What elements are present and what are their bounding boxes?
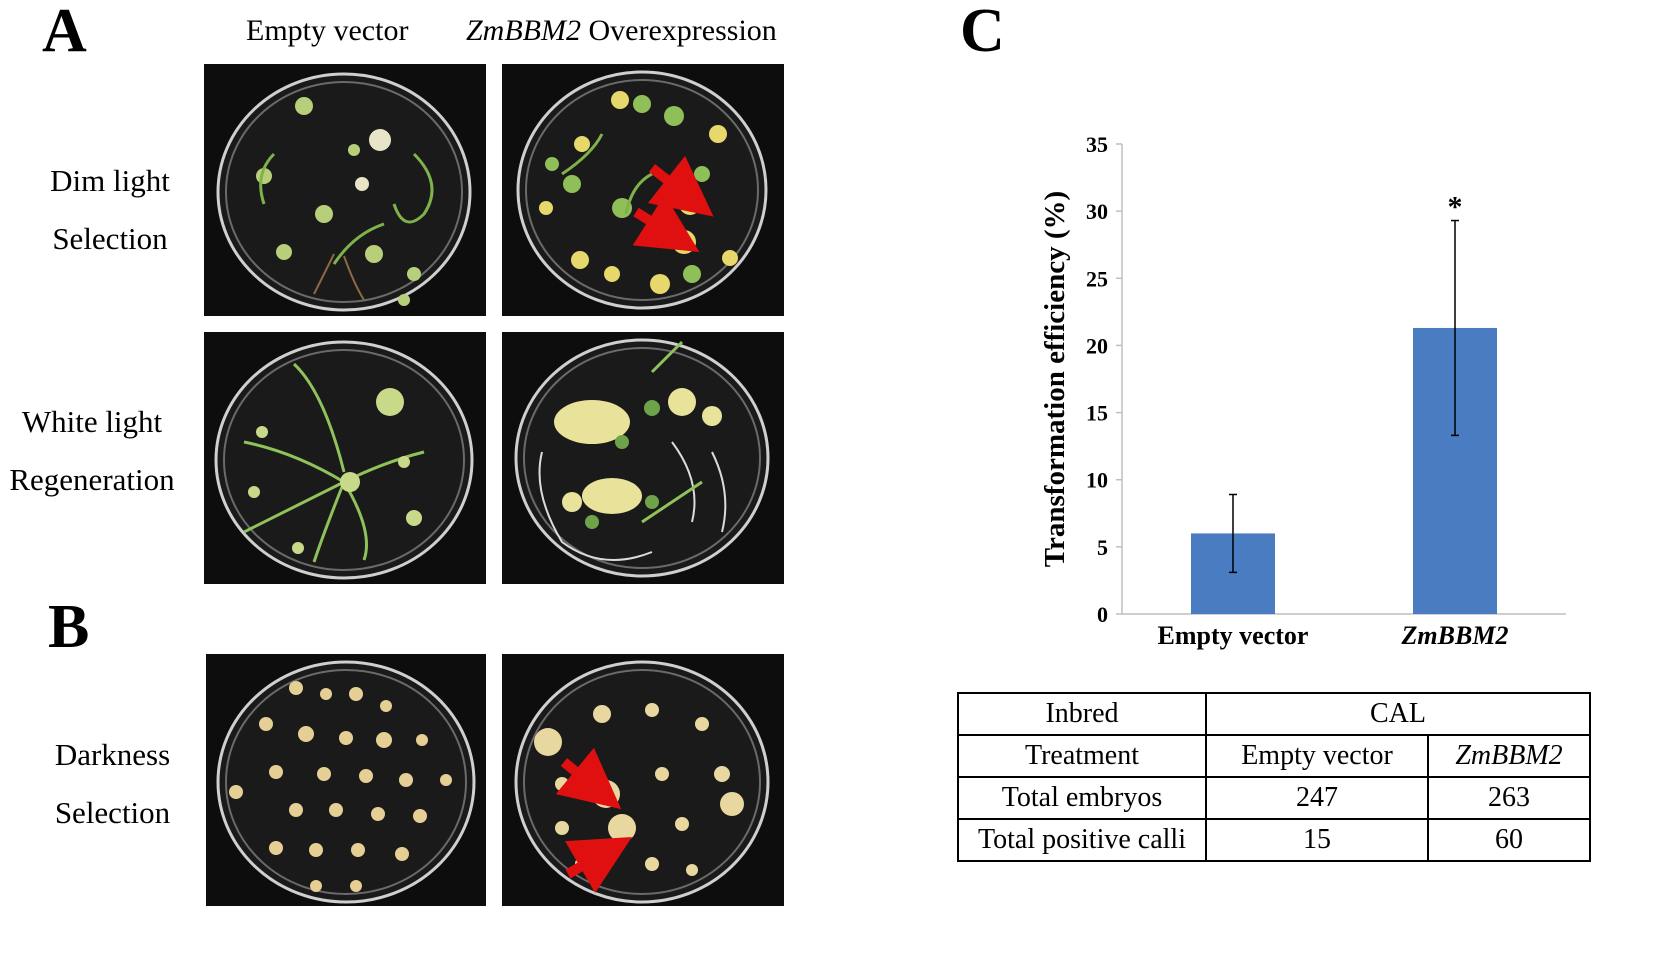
y-tick-label: 0 [1097, 602, 1108, 627]
column-header-empty-vector: Empty vector [246, 14, 409, 47]
photo-white-light-empty-vector [204, 332, 486, 584]
table-row: Total positive calli 15 60 [957, 818, 1591, 862]
x-category-label: ZmBBM2 [1401, 621, 1509, 650]
table-cell: ZmBBM2 [1427, 734, 1591, 778]
y-tick-label: 35 [1086, 132, 1108, 157]
row-label-line: Selection [52, 221, 168, 256]
y-tick-label: 15 [1086, 401, 1108, 426]
red-arrow [632, 194, 700, 253]
table-cell: Total positive calli [957, 818, 1207, 862]
table-cell: CAL [1205, 692, 1591, 736]
panel-b-label: B [48, 593, 90, 661]
photo-darkness-empty-vector [206, 654, 486, 906]
row-label-dim-light: Dim light Selection [0, 152, 220, 268]
y-tick-label: 25 [1086, 266, 1108, 291]
panel-c-label: C [960, 0, 1005, 65]
table-cell: 247 [1205, 776, 1429, 820]
column-header-overexpression: ZmBBM2 Overexpression [466, 14, 777, 48]
table-row: Total embryos 247 263 [957, 776, 1591, 820]
row-label-line: Dim light [50, 163, 170, 198]
row-label-white-light: White light Regeneration [0, 393, 184, 509]
row-label-line: Darkness [54, 737, 171, 772]
table-cell: Total embryos [957, 776, 1207, 820]
overexpression-text: Overexpression [581, 14, 777, 47]
y-tick-label: 5 [1097, 535, 1108, 560]
photo-dim-light-zmbbm2 [502, 64, 784, 316]
panel-a-label: A [42, 0, 87, 65]
row-label-darkness: Darkness Selection [0, 726, 225, 842]
significance-marker: * [1448, 191, 1463, 224]
red-arrow [647, 155, 714, 217]
table-cell: Inbred [957, 692, 1207, 736]
table-row: Treatment Empty vector ZmBBM2 [957, 734, 1591, 778]
gene-name: ZmBBM2 [466, 14, 581, 47]
row-label-line: Selection [54, 795, 171, 830]
photo-white-light-zmbbm2 [502, 332, 784, 584]
embryo-table: Inbred CAL Treatment Empty vector ZmBBM2… [957, 692, 1591, 862]
red-arrow [555, 747, 622, 810]
y-axis-title: Transformation efficiency (%) [1039, 191, 1071, 567]
table-cell: 263 [1427, 776, 1591, 820]
y-tick-label: 30 [1086, 199, 1108, 224]
table-cell: 15 [1205, 818, 1429, 862]
row-label-line: Regeneration [9, 462, 175, 497]
table-row: Inbred CAL [957, 692, 1591, 736]
y-tick-label: 20 [1086, 333, 1108, 358]
red-arrow [565, 836, 632, 893]
photo-dim-light-empty-vector [204, 64, 486, 316]
table-cell: 60 [1427, 818, 1591, 862]
transformation-efficiency-chart: 0 5 10 15 20 25 30 35 Transformation efficiency … [1039, 132, 1566, 650]
table-cell: Treatment [957, 734, 1207, 778]
table-cell: Empty vector [1205, 734, 1429, 778]
y-tick-label: 10 [1086, 468, 1108, 493]
x-category-label: Empty vector [1158, 621, 1309, 650]
row-label-line: White light [21, 404, 163, 439]
